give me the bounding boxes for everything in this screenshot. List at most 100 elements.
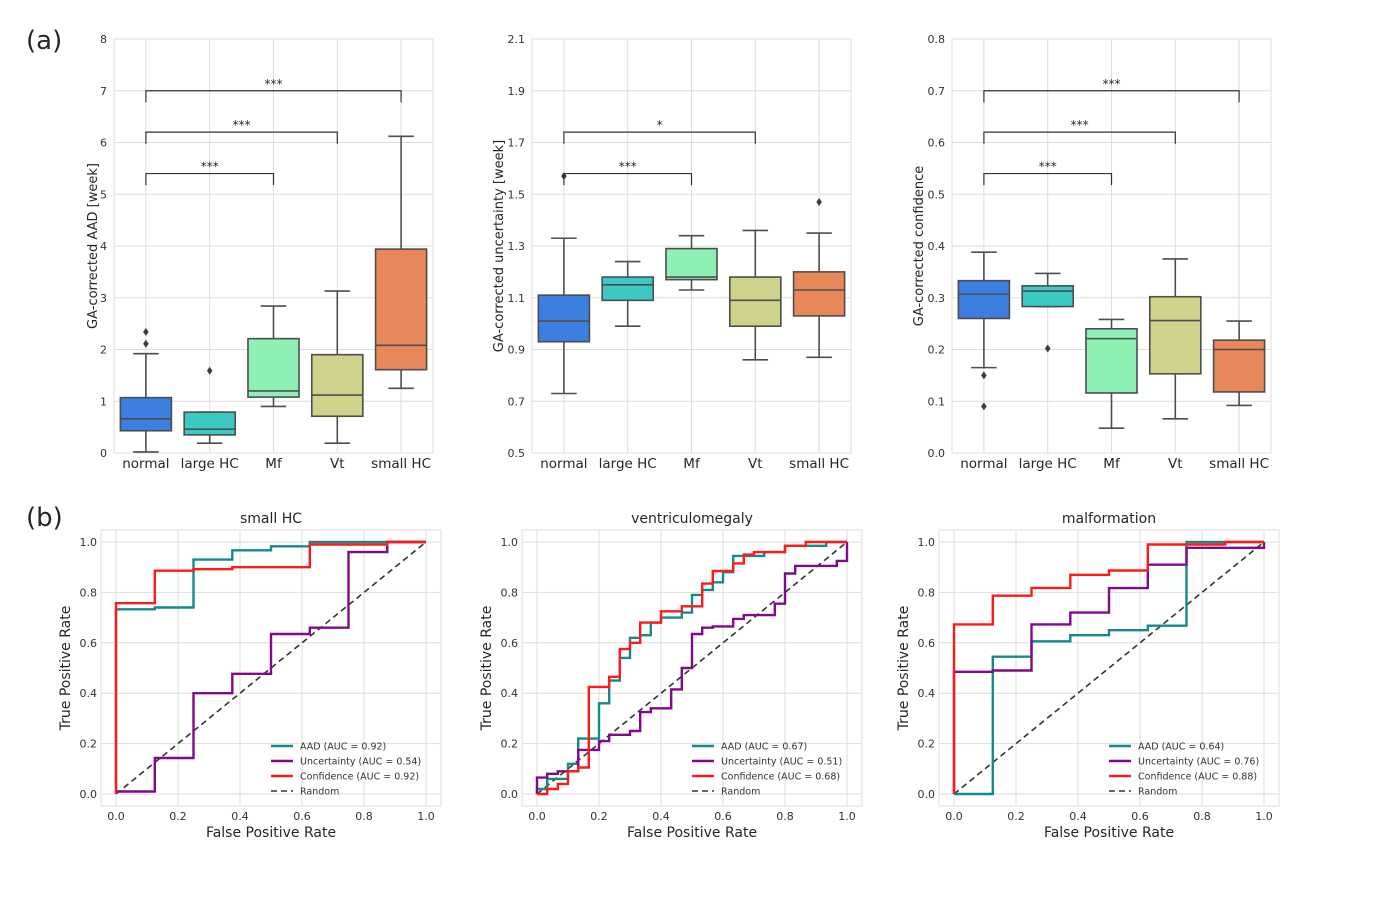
legend-label-uncertainty: Uncertainty (AUC = 0.51) bbox=[721, 757, 842, 768]
y-tick-label: 0.2 bbox=[501, 738, 519, 751]
x-tick-label: Vt bbox=[1168, 456, 1183, 472]
x-tick-label: small HC bbox=[1209, 456, 1269, 472]
x-tick-label: 0.8 bbox=[776, 810, 794, 823]
roc-curve-confidence bbox=[537, 540, 847, 796]
legend-label-random: Random bbox=[721, 787, 760, 798]
y-tick-label: 0.4 bbox=[918, 687, 936, 700]
significance-bracket bbox=[563, 131, 756, 144]
roc-curve-random bbox=[953, 541, 1265, 795]
x-tick-label: 1.0 bbox=[417, 810, 435, 823]
x-tick-label: normal bbox=[122, 456, 169, 472]
chart-title: ventriculomegaly bbox=[631, 511, 753, 527]
box-large-hc bbox=[1021, 272, 1075, 353]
box-iqr bbox=[119, 396, 173, 432]
x-tick-label: 0.0 bbox=[107, 810, 125, 823]
legend: AAD (AUC = 0.92) Uncertainty (AUC = 0.54)… bbox=[271, 742, 421, 798]
x-tick-label: normal bbox=[960, 456, 1007, 472]
box-vt bbox=[728, 229, 782, 361]
legend: AAD (AUC = 0.67) Uncertainty (AUC = 0.51)… bbox=[692, 742, 842, 798]
significance-label: *** bbox=[233, 118, 251, 132]
y-tick-label: 0.2 bbox=[918, 738, 936, 751]
box-iqr bbox=[665, 247, 718, 281]
box-vt bbox=[1148, 258, 1202, 420]
y-tick-label: 6 bbox=[100, 137, 107, 150]
box-large-hc bbox=[183, 366, 237, 444]
y-axis-label: GA-corrected AAD [week] bbox=[86, 163, 101, 329]
legend-label-random: Random bbox=[1138, 787, 1177, 798]
roc-panel-1: 0.0 0.2 0.4 0.6 0.8 1.0 0.0 0.2 0.4 0.6 0.8 1.0 smal… bbox=[58, 511, 442, 841]
legend-label-aad: AAD (AUC = 0.67) bbox=[721, 742, 807, 753]
box-iqr bbox=[310, 353, 364, 418]
y-tick-label: 0.2 bbox=[80, 738, 98, 751]
x-tick-label: 0.4 bbox=[652, 810, 670, 823]
y-tick-label: 1.7 bbox=[508, 137, 526, 150]
box-iqr bbox=[247, 337, 300, 398]
y-tick-label: 0.8 bbox=[918, 586, 936, 599]
y-tick-label: 0.7 bbox=[928, 85, 946, 98]
x-tick-label: small HC bbox=[371, 456, 431, 472]
y-axis-label: GA-corrected uncertainty [week] bbox=[492, 140, 507, 352]
outlier-point bbox=[143, 339, 149, 348]
chart-title: malformation bbox=[1062, 511, 1156, 527]
y-tick-label: 1.9 bbox=[508, 85, 526, 98]
significance-bracket bbox=[983, 131, 1176, 144]
box-small-hc bbox=[1212, 320, 1266, 407]
y-tick-label: 0.6 bbox=[80, 637, 98, 650]
x-tick-label: 0.8 bbox=[355, 810, 373, 823]
legend-label-random: Random bbox=[300, 787, 339, 798]
y-tick-label: 0.6 bbox=[928, 137, 946, 150]
outlier-point bbox=[1044, 344, 1051, 353]
box-normal bbox=[537, 172, 591, 395]
y-tick-label: 5 bbox=[100, 188, 107, 201]
outlier-point bbox=[816, 198, 822, 207]
y-tick-label: 2 bbox=[100, 344, 107, 357]
significance-label: *** bbox=[1103, 77, 1121, 91]
significance-label: *** bbox=[265, 77, 283, 91]
y-tick-label: 0.0 bbox=[918, 788, 936, 801]
significance-label: *** bbox=[619, 160, 637, 174]
x-tick-label: Vt bbox=[330, 456, 345, 472]
roc-curve-confidence bbox=[114, 540, 426, 794]
y-tick-label: 0.7 bbox=[508, 395, 526, 408]
legend: AAD (AUC = 0.64) Uncertainty (AUC = 0.76)… bbox=[1109, 742, 1259, 798]
y-tick-label: 2.1 bbox=[508, 33, 526, 46]
panel-label-b: (b) bbox=[26, 503, 63, 533]
box-large-hc bbox=[601, 260, 655, 328]
x-tick-label: 1.0 bbox=[1255, 810, 1273, 823]
legend-label-aad: AAD (AUC = 0.92) bbox=[300, 742, 386, 753]
box-iqr bbox=[183, 411, 237, 436]
y-tick-label: 0.4 bbox=[80, 687, 98, 700]
box-mf bbox=[247, 305, 300, 408]
outlier-point bbox=[206, 366, 213, 375]
roc-curve-aad bbox=[954, 540, 1264, 796]
y-tick-label: 0.8 bbox=[80, 586, 98, 599]
x-tick-label: 0.2 bbox=[590, 810, 608, 823]
y-tick-label: 8 bbox=[100, 33, 107, 46]
y-tick-label: 0.8 bbox=[928, 33, 946, 46]
x-tick-label: Mf bbox=[1103, 456, 1121, 472]
y-tick-label: 7 bbox=[100, 85, 107, 98]
roc-curve-random bbox=[115, 541, 427, 795]
x-tick-label: 0.2 bbox=[1007, 810, 1025, 823]
box-mf bbox=[1085, 318, 1138, 429]
x-tick-label: 1.0 bbox=[838, 810, 856, 823]
y-tick-label: 0.0 bbox=[80, 788, 98, 801]
legend-label-uncertainty: Uncertainty (AUC = 0.54) bbox=[300, 757, 421, 768]
x-tick-label: small HC bbox=[789, 456, 849, 472]
panel-label-a: (a) bbox=[26, 26, 62, 56]
y-tick-label: 0.6 bbox=[501, 637, 519, 650]
y-tick-label: 4 bbox=[100, 240, 107, 253]
roc-curve-uncertainty bbox=[116, 540, 426, 793]
box-iqr bbox=[374, 248, 428, 371]
y-tick-label: 1.1 bbox=[508, 292, 526, 305]
x-tick-label: Mf bbox=[683, 456, 701, 472]
y-tick-label: 0.0 bbox=[501, 788, 519, 801]
significance-label: * bbox=[657, 118, 663, 132]
y-tick-label: 1.3 bbox=[508, 240, 526, 253]
y-tick-label: 0.9 bbox=[508, 344, 526, 357]
box-normal bbox=[957, 251, 1011, 411]
x-axis-label: False Positive Rate bbox=[206, 825, 336, 841]
y-tick-label: 1 bbox=[100, 395, 107, 408]
y-axis-label: GA-corrected confidence bbox=[912, 166, 927, 326]
